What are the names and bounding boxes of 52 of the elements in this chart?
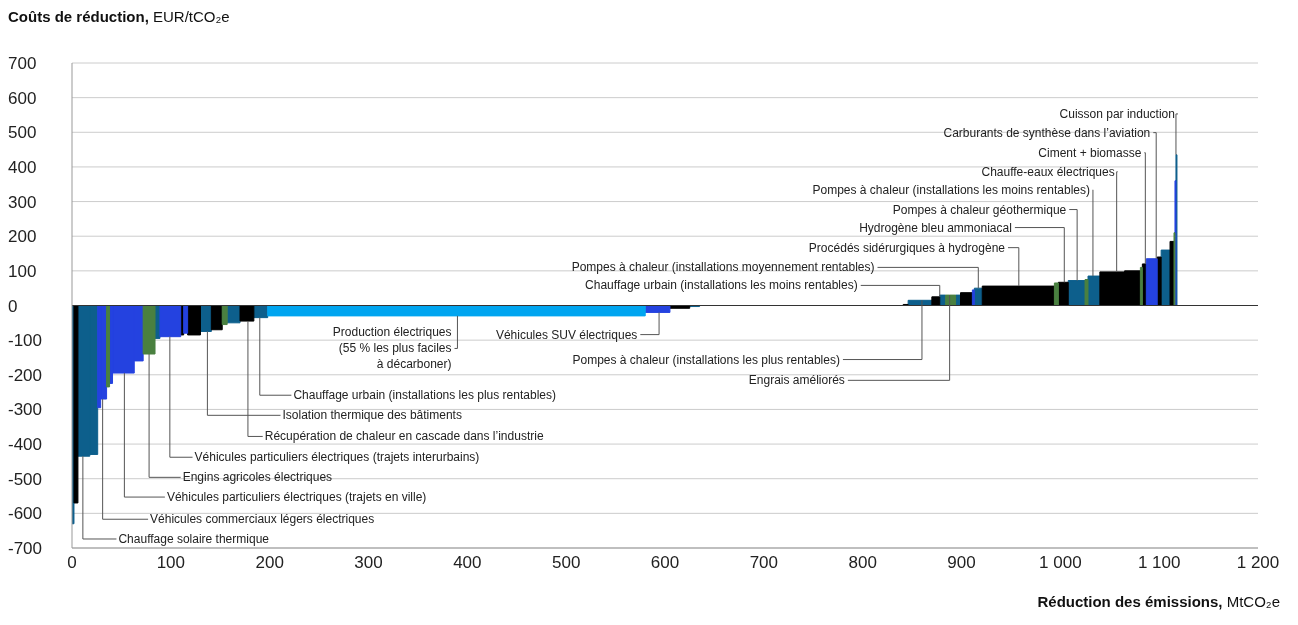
- annotation: Véhicules particuliers électriques (trajets interurbains): [194, 450, 480, 465]
- y-tick-label: 0: [8, 296, 18, 316]
- y-tick-label: -700: [8, 539, 43, 559]
- y-tick-label: -200: [8, 365, 43, 385]
- annotation: Procédés sidérurgiques à hydrogène: [808, 240, 1006, 255]
- annotation: Engins agricoles électriques: [182, 470, 333, 485]
- y-tick-label: 100: [8, 261, 37, 281]
- annotation: Production électriques (55 % les plus faciles à décarboner): [332, 325, 452, 372]
- y-tick-label: 500: [8, 123, 37, 143]
- y-tick-label: -600: [8, 504, 43, 524]
- x-tick-label: 1 100: [1137, 553, 1181, 573]
- annotation: Chauffe-eaux électriques: [981, 164, 1115, 179]
- annotation: Chauffage solaire thermique: [118, 531, 270, 546]
- x-tick-label: 900: [947, 553, 976, 573]
- x-tick-label: 600: [650, 553, 680, 573]
- annotation: Hydrogène bleu ammoniacal: [859, 220, 1012, 235]
- y-tick-label: -100: [8, 331, 43, 351]
- x-tick-label: 200: [255, 553, 284, 573]
- x-tick-label: 400: [453, 553, 482, 573]
- x-tick-label: 1 000: [1039, 553, 1082, 573]
- annotation: Engrais améliorés: [748, 373, 845, 388]
- x-tick-label: 500: [551, 553, 581, 573]
- annotation: Carburants de synthèse dans l’aviation: [943, 125, 1151, 140]
- y-tick-label: -300: [8, 400, 43, 420]
- x-tick-label: 700: [749, 553, 779, 573]
- annotation: Isolation thermique des bâtiments: [282, 408, 462, 423]
- y-tick-label: 700: [8, 54, 37, 74]
- annotation: Ciment + biomasse: [1038, 145, 1142, 160]
- annotation: Pompes à chaleur (installations les plus rentables): [572, 352, 840, 367]
- y-tick-label: 600: [8, 88, 37, 108]
- annotation: Chauffage urbain (installations les moins rentables): [585, 278, 858, 293]
- annotation: Véhicules particuliers électriques (trajets en ville): [166, 490, 427, 505]
- y-tick-label: 300: [8, 192, 37, 212]
- y-axis-title: Coûts de réduction, EUR/tCO₂e: [8, 8, 231, 25]
- x-tick-label: 800: [848, 553, 877, 573]
- annotation: Cuisson par induction: [1059, 106, 1175, 121]
- y-tick-label: -400: [8, 435, 43, 455]
- x-tick-label: 1 200: [1236, 553, 1280, 573]
- y-tick-label: -500: [8, 469, 43, 489]
- annotation: Pompes à chaleur (installations moyennement rentables): [571, 260, 875, 275]
- y-tick-label: 400: [8, 157, 37, 177]
- annotation: Véhicules commerciaux légers électriques: [150, 512, 375, 527]
- annotation: Véhicules SUV électriques: [495, 327, 638, 342]
- x-tick-label: 100: [156, 553, 186, 573]
- annotation: Récupération de chaleur en cascade dans l’industrie: [264, 429, 544, 444]
- x-tick-label: 0: [67, 553, 77, 573]
- x-axis-title: Réduction des émissions, MtCO₂e: [1036, 593, 1280, 610]
- annotation: Pompes à chaleur (installations les moins rentables): [812, 182, 1090, 197]
- x-tick-label: 300: [354, 553, 383, 573]
- annotation: Pompes à chaleur géothermique: [892, 202, 1067, 217]
- annotation: Chauffage urbain (installations les plus rentables): [293, 388, 556, 403]
- y-tick-label: 200: [8, 227, 37, 247]
